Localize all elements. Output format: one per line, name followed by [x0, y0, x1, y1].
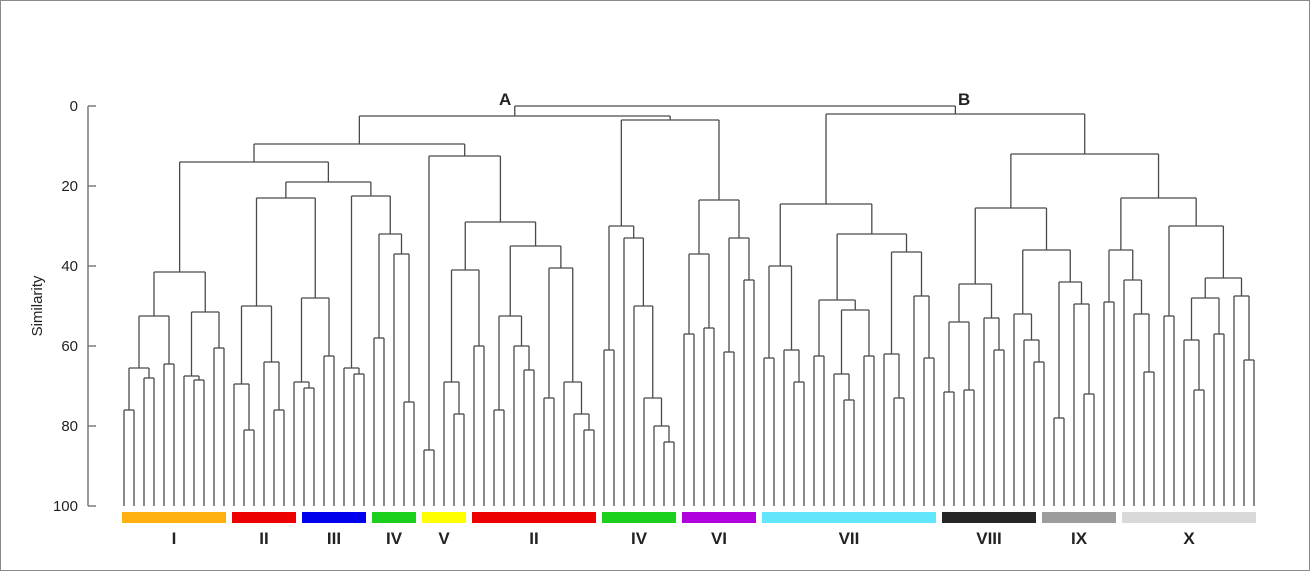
- axis-title: Similarity: [29, 275, 46, 336]
- cluster-label: III: [327, 529, 341, 548]
- tick-label: 60: [61, 338, 78, 355]
- cluster-bar: [422, 512, 466, 523]
- cluster-bar: [762, 512, 936, 523]
- cluster-bars: I II III IV V II IV VI VII VIII IX X: [122, 512, 1256, 548]
- cluster-bar: [372, 512, 416, 523]
- node-label-b: B: [958, 90, 970, 109]
- cluster-bar: [122, 512, 226, 523]
- cluster-label: II: [259, 529, 268, 548]
- cluster-bar: [472, 512, 596, 523]
- cluster-label: IV: [631, 529, 648, 548]
- cluster-bar: [1122, 512, 1256, 523]
- cluster-bar: [942, 512, 1036, 523]
- cluster-label: VII: [839, 529, 860, 548]
- cluster-label: IX: [1071, 529, 1088, 548]
- similarity-axis: 0 20 40 60 80 100: [53, 98, 96, 515]
- dendrogram-tree: [123, 105, 1255, 506]
- tick-label: 20: [61, 178, 78, 195]
- cluster-bar: [1042, 512, 1116, 523]
- cluster-label: I: [172, 529, 177, 548]
- cluster-bar: [602, 512, 676, 523]
- tick-label: 80: [61, 418, 78, 435]
- cluster-label: V: [438, 529, 450, 548]
- tick-label: 40: [61, 258, 78, 275]
- cluster-bar: [232, 512, 296, 523]
- node-label-a: A: [499, 90, 511, 109]
- cluster-label: X: [1183, 529, 1195, 548]
- tick-label: 100: [53, 498, 78, 515]
- tick-label: 0: [70, 98, 78, 115]
- cluster-bar: [302, 512, 366, 523]
- cluster-label: II: [529, 529, 538, 548]
- cluster-label: VI: [711, 529, 727, 548]
- cluster-label: VIII: [976, 529, 1002, 548]
- cluster-label: IV: [386, 529, 403, 548]
- cluster-bar: [682, 512, 756, 523]
